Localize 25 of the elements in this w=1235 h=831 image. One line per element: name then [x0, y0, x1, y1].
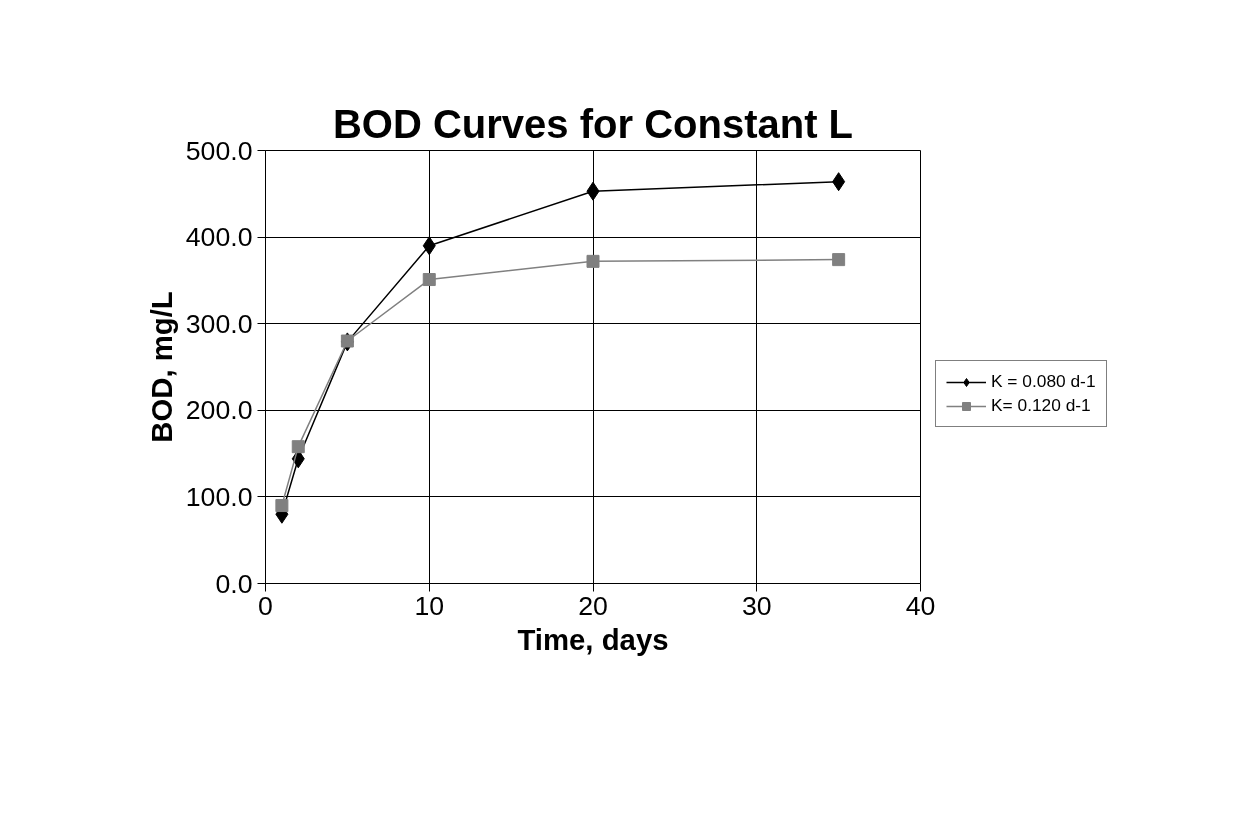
y-axis-title: BOD, mg/L: [144, 291, 178, 443]
y-tick-label: 500.0: [185, 135, 253, 166]
y-tick-label: 300.0: [185, 308, 253, 339]
y-tick-label: 0.0: [215, 568, 253, 599]
y-tick-label: 400.0: [185, 222, 253, 253]
point: [832, 172, 846, 192]
x-tick-label: 40: [905, 590, 936, 621]
point: [340, 334, 354, 348]
chart-title: BOD Curves for Constant L: [332, 101, 854, 146]
point: [291, 440, 305, 454]
legend-label: K = 0.080 d-1: [991, 371, 1096, 392]
x-tick-label: 0: [258, 590, 273, 621]
point: [586, 254, 600, 268]
point: [422, 273, 436, 287]
x-tick-label: 10: [414, 590, 445, 621]
point: [586, 181, 600, 201]
x-tick-label: 30: [741, 590, 772, 621]
x-tick-label: 20: [578, 590, 608, 621]
y-tick-label: 200.0: [185, 395, 253, 426]
x-axis-title: Time, days: [517, 622, 669, 656]
point: [832, 253, 846, 267]
point: [422, 236, 436, 256]
legend-label: K= 0.120 d-1: [991, 395, 1091, 416]
point: [275, 499, 289, 513]
y-tick-label: 100.0: [185, 481, 253, 512]
